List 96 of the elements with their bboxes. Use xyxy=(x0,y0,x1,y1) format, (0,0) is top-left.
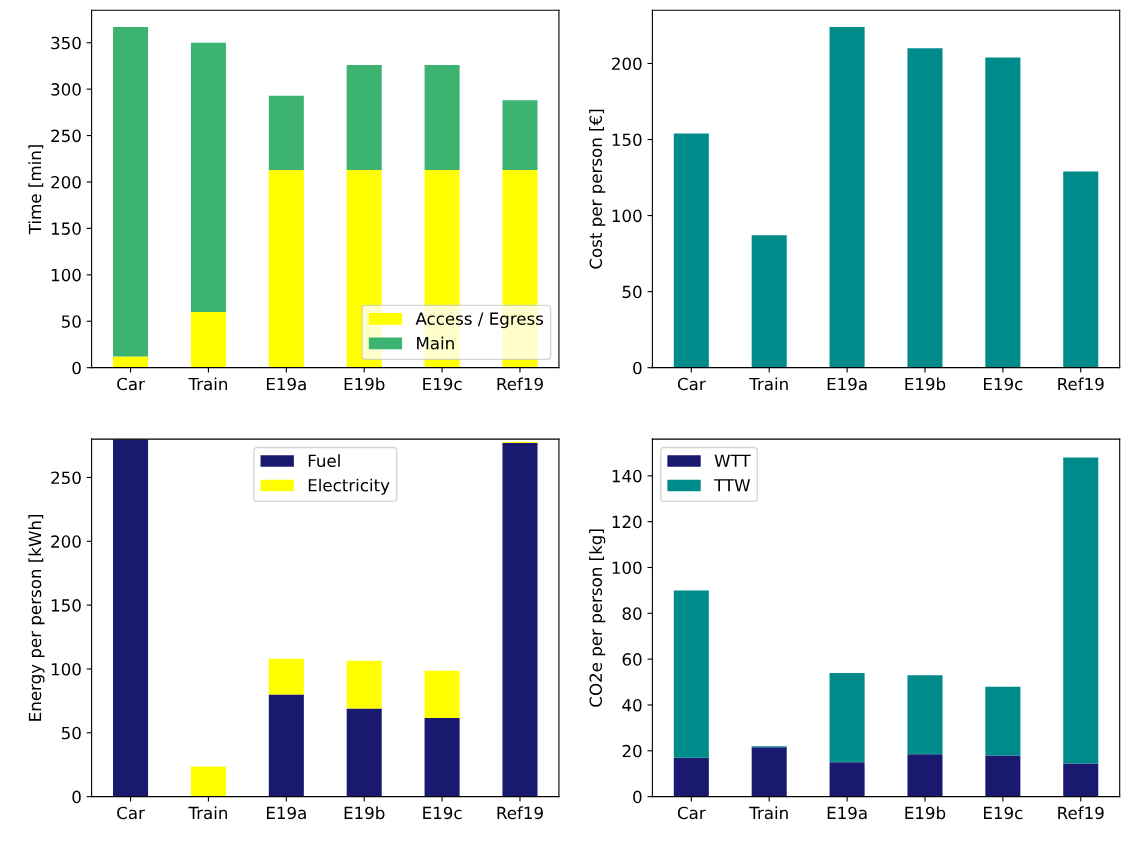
x-tick-label: Ref19 xyxy=(497,806,543,820)
x-tick-label: E19b xyxy=(905,806,946,820)
x-tick-label: E19a xyxy=(827,806,867,820)
bar xyxy=(346,660,382,709)
bar xyxy=(424,65,460,170)
y-axis-title: CO2e per person [kg] xyxy=(589,529,606,707)
legend-label: Access / Egress xyxy=(415,312,544,329)
bar xyxy=(673,590,709,758)
y-tick-label: 0 xyxy=(72,361,81,375)
x-tick-label: Train xyxy=(188,806,228,820)
y-axis-title: Energy per person [kWh] xyxy=(28,514,45,721)
y-tick-label: 150 xyxy=(51,599,81,612)
x-tick-label: Ref19 xyxy=(497,377,543,391)
y-tick-label: 50 xyxy=(61,315,81,328)
legend-label: WTT xyxy=(714,454,751,467)
y-tick-label: 200 xyxy=(612,57,642,71)
bar xyxy=(190,766,226,797)
bar xyxy=(113,26,149,357)
y-tick-label: 20 xyxy=(622,744,642,758)
bar xyxy=(985,686,1021,756)
bar xyxy=(190,311,226,368)
x-tick-label: E19c xyxy=(423,377,462,391)
y-tick-label: 150 xyxy=(51,222,81,235)
bar xyxy=(1063,171,1099,368)
x-tick-label: Car xyxy=(117,806,145,820)
bar xyxy=(751,747,787,797)
bar xyxy=(268,169,304,368)
bar xyxy=(829,762,865,797)
y-tick-label: 0 xyxy=(72,790,81,804)
x-tick-label: Car xyxy=(117,377,145,391)
legend-label: TTW xyxy=(714,479,751,492)
y-tick-label: 50 xyxy=(61,726,81,740)
y-tick-label: 250 xyxy=(51,471,81,485)
bar xyxy=(113,356,149,368)
x-tick-label: Car xyxy=(677,377,706,391)
x-tick-label: Ref19 xyxy=(1058,377,1104,391)
legend-label: Main xyxy=(417,336,454,350)
bar xyxy=(673,757,709,797)
x-tick-label: E19c xyxy=(423,806,462,820)
y-tick-label: 150 xyxy=(612,133,642,147)
y-tick-label: 300 xyxy=(51,83,81,96)
y-tick-label: 140 xyxy=(612,469,642,483)
y-tick-label: 60 xyxy=(622,653,642,666)
y-tick-label: 100 xyxy=(612,561,642,575)
x-tick-label: E19a xyxy=(266,377,306,391)
bar xyxy=(424,718,460,797)
y-tick-label: 100 xyxy=(51,268,81,282)
y-axis-title: Cost per person [€] xyxy=(589,109,606,269)
y-tick-label: 80 xyxy=(622,607,642,620)
x-tick-label: E19c xyxy=(984,377,1023,391)
x-tick-label: E19b xyxy=(344,806,385,820)
bar xyxy=(907,48,943,368)
bar xyxy=(268,694,304,797)
x-tick-label: Train xyxy=(188,377,228,391)
y-tick-label: 200 xyxy=(51,175,81,189)
y-tick-label: 40 xyxy=(622,698,642,712)
legend-label: Electricity xyxy=(308,478,390,495)
bar xyxy=(907,754,943,797)
x-tick-label: E19a xyxy=(266,806,306,820)
y-tick-label: 0 xyxy=(633,361,642,375)
y-tick-label: 250 xyxy=(51,129,81,143)
y-tick-label: 0 xyxy=(633,790,642,804)
x-tick-label: Car xyxy=(677,806,706,820)
bar xyxy=(751,235,787,368)
bar xyxy=(346,708,382,797)
bar xyxy=(1063,457,1099,764)
y-tick-label: 100 xyxy=(612,209,642,223)
bar xyxy=(502,443,538,797)
y-tick-label: 350 xyxy=(51,36,81,50)
bar xyxy=(829,26,865,368)
bar xyxy=(673,133,709,368)
x-tick-label: Train xyxy=(749,806,788,820)
bar xyxy=(424,670,460,719)
y-tick-label: 120 xyxy=(612,515,642,529)
x-tick-label: Train xyxy=(749,377,788,391)
bar xyxy=(907,675,943,755)
y-axis-title: Time [min] xyxy=(28,145,44,235)
bar xyxy=(985,57,1021,368)
bar xyxy=(113,439,149,797)
bar xyxy=(268,658,304,695)
bar xyxy=(346,65,382,170)
bar xyxy=(1063,763,1099,797)
bar xyxy=(190,42,226,312)
y-tick-label: 200 xyxy=(51,535,81,548)
bar xyxy=(985,755,1021,797)
x-tick-label: E19a xyxy=(827,377,867,391)
x-tick-label: E19b xyxy=(344,377,385,391)
legend-label: Fuel xyxy=(308,454,340,468)
y-tick-label: 100 xyxy=(51,662,81,676)
x-tick-label: E19b xyxy=(905,377,946,391)
x-tick-label: Ref19 xyxy=(1058,806,1104,820)
bar xyxy=(268,95,304,170)
x-tick-label: E19c xyxy=(984,806,1023,820)
bar xyxy=(829,672,865,763)
bar xyxy=(502,100,538,170)
y-tick-label: 50 xyxy=(622,285,642,299)
